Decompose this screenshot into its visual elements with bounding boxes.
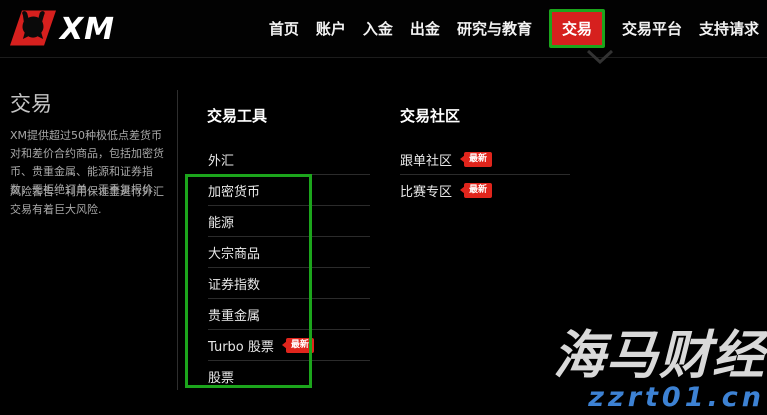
nav-item-deposit[interactable]: 入金 <box>362 20 393 38</box>
menu-item-label: 跟单社区 <box>400 153 453 169</box>
nav-item-account[interactable]: 账户 <box>315 20 346 38</box>
top-navigation-bar: XM 首页 账户 入金 出金 研究与教育 交易 交易平台 支持请求 <box>0 0 767 58</box>
menu-item-label: 加密货币 <box>208 184 261 200</box>
xm-bull-icon <box>10 9 56 51</box>
new-badge: 最新 <box>464 182 493 198</box>
menu-item-commodities[interactable]: 大宗商品 <box>208 237 370 268</box>
dropdown-caret-icon <box>586 49 614 68</box>
menu-item-energy[interactable]: 能源 <box>208 206 370 237</box>
watermark-brand-text: 海马财经 <box>552 326 765 386</box>
community-column-header: 交易社区 <box>400 107 461 125</box>
menu-item-label: 大宗商品 <box>208 246 261 262</box>
menu-item-forex[interactable]: 外汇 <box>208 144 370 175</box>
new-badge: 最新 <box>464 151 493 167</box>
new-badge: 最新 <box>285 337 314 353</box>
watermark-url-text: zzrt01.cn <box>588 382 765 413</box>
xm-logo[interactable]: XM <box>10 9 115 51</box>
tools-column-header: 交易工具 <box>207 107 268 125</box>
nav-item-support-request[interactable]: 支持请求 <box>698 20 759 38</box>
nav-item-trading-platforms[interactable]: 交易平台 <box>621 20 682 38</box>
menu-item-stock-indices[interactable]: 证券指数 <box>208 268 370 299</box>
menu-item-label: 证券指数 <box>208 277 261 293</box>
menu-item-label: 股票 <box>208 370 235 386</box>
menu-item-precious-metals[interactable]: 贵重金属 <box>208 299 370 330</box>
menu-item-label: 外汇 <box>208 153 235 169</box>
vertical-divider <box>177 90 178 390</box>
trading-description-text: XM提供超过50种极低点差货币对和差价合约商品，包括加密货币、贵重金属、能源和证… <box>10 129 164 196</box>
menu-item-turbo-stocks[interactable]: Turbo 股票 最新 <box>208 330 370 361</box>
menu-item-crypto[interactable]: 加密货币 <box>208 175 370 206</box>
menu-item-copy-trading[interactable]: 跟单社区 最新 <box>400 144 570 175</box>
nav-item-home[interactable]: 首页 <box>268 20 299 38</box>
menu-item-label: 比赛专区 <box>400 184 453 200</box>
logo-wordmark: XM <box>60 12 115 47</box>
nav-item-trading[interactable]: 交易 <box>548 9 605 48</box>
community-menu-list: 跟单社区 最新 比赛专区 最新 <box>400 144 570 205</box>
menu-item-label: 能源 <box>208 215 235 231</box>
watermark: 海马财经 zzrt01.cn <box>553 330 765 411</box>
dropdown-section-title: 交易 <box>10 92 52 116</box>
menu-item-label: Turbo 股票 <box>208 339 274 355</box>
nav-item-research-education[interactable]: 研究与教育 <box>456 20 532 38</box>
menu-item-competition[interactable]: 比赛专区 最新 <box>400 175 570 205</box>
risk-warning-text: 风险警告：利用保证金进行外汇交易有着巨大风险. <box>10 185 164 216</box>
main-nav: 首页 账户 入金 出金 研究与教育 交易 交易平台 支持请求 <box>269 0 759 57</box>
menu-item-label: 贵重金属 <box>208 308 261 324</box>
menu-item-stocks[interactable]: 股票 <box>208 361 370 391</box>
tools-menu-list: 外汇 加密货币 能源 大宗商品 证券指数 贵重金属 Turbo 股票 最新 股票 <box>208 144 370 391</box>
nav-item-withdraw[interactable]: 出金 <box>409 20 440 38</box>
